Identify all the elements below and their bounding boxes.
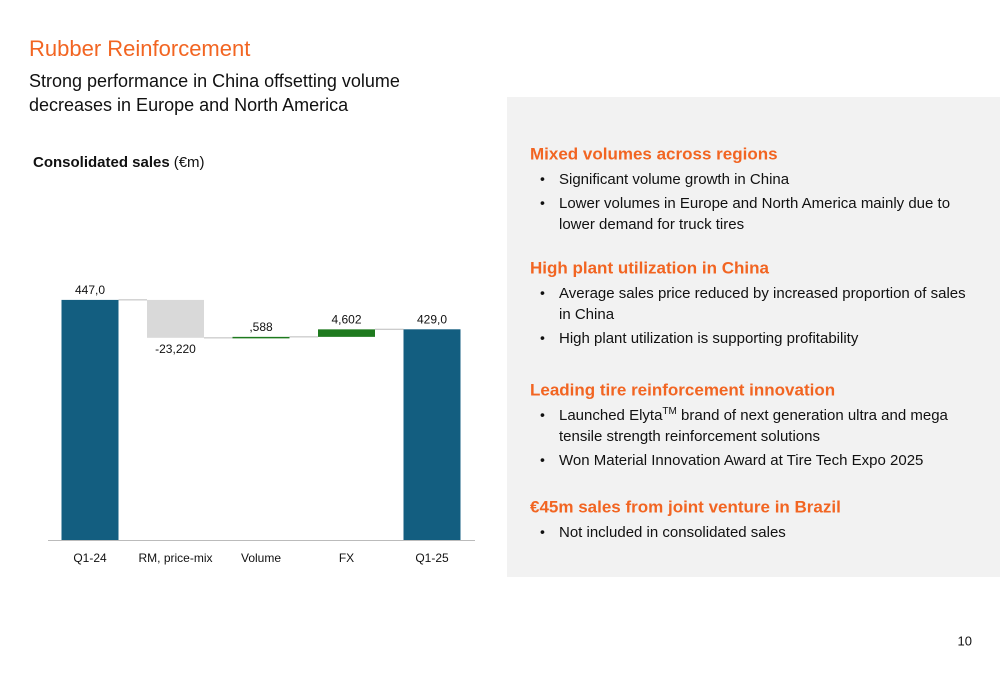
section-heading: Mixed volumes across regions	[530, 144, 778, 163]
value-label: -23,220	[155, 342, 196, 356]
bullet: •	[540, 195, 545, 211]
bullet: •	[540, 452, 545, 468]
bar	[232, 336, 290, 339]
x-tick-label: Q1-25	[415, 551, 449, 565]
section-heading: High plant utilization in China	[530, 258, 769, 277]
x-tick-label: Volume	[241, 551, 281, 565]
bullet-text: Not included in consolidated sales	[559, 524, 786, 541]
bullet-text-part: Launched Elyta	[559, 407, 663, 424]
bullet-text: Won Material Innovation Award at Tire Te…	[559, 452, 923, 469]
side-panel	[507, 97, 1000, 577]
page-number: 10	[958, 633, 972, 648]
value-label: 447,0	[75, 283, 105, 297]
bullet-text: Lower volumes in Europe and North Americ…	[559, 195, 950, 212]
bar	[61, 299, 119, 540]
bar	[318, 329, 375, 337]
bullet: •	[540, 524, 545, 540]
value-label: 4,602	[331, 313, 361, 327]
x-tick-label: Q1-24	[73, 551, 107, 565]
chart-title-text: Consolidated sales	[33, 154, 170, 171]
superscript: TM	[662, 406, 676, 417]
chart-title: Consolidated sales (€m)	[33, 154, 205, 171]
x-tick-label: RM, price-mix	[139, 551, 213, 565]
bullet-text: lower demand for truck tires	[559, 216, 744, 233]
bullet: •	[540, 407, 545, 423]
bar	[403, 329, 461, 540]
bullet-text: Significant volume growth in China	[559, 171, 790, 188]
bullet-text: tensile strength reinforcement solutions	[559, 428, 820, 445]
subtitle: Strong performance in China offsetting v…	[29, 71, 400, 91]
bullet-text: in China	[559, 306, 615, 323]
chart-unit: (€m)	[174, 154, 205, 171]
slide-title: Rubber Reinforcement	[29, 36, 250, 61]
x-tick-label: FX	[339, 551, 354, 565]
section-heading: Leading tire reinforcement innovation	[530, 380, 835, 399]
bullet-text: Average sales price reduced by increased…	[559, 285, 966, 302]
subtitle: decreases in Europe and North America	[29, 95, 349, 115]
bullet: •	[540, 285, 545, 301]
section-heading: €45m sales from joint venture in Brazil	[530, 497, 841, 516]
value-label: ,588	[249, 320, 273, 334]
value-label: 429,0	[417, 312, 447, 326]
bullet-text: Launched ElytaTM brand of next generatio…	[559, 406, 949, 424]
bar	[147, 299, 204, 338]
bullet: •	[540, 171, 545, 187]
bullet-text: High plant utilization is supporting pro…	[559, 330, 859, 347]
bullet-text-part: brand of next generation ultra and mega	[677, 407, 949, 424]
bullet: •	[540, 330, 545, 346]
